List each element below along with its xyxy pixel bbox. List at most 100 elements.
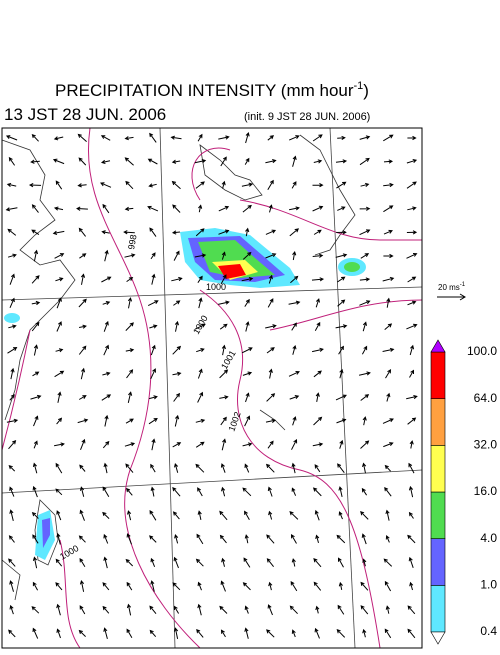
colorbar-box (430, 445, 446, 493)
wind-arrow (172, 511, 180, 520)
vector-key-label: 20 ms-1 (438, 282, 466, 292)
wind-arrow (218, 135, 230, 140)
wind-arrow (31, 275, 40, 284)
wind-arrow (288, 371, 300, 377)
graticule (1, 127, 423, 649)
wind-arrow (406, 159, 418, 164)
title-main: PRECIPITATION INTENSITY (mm hour (55, 81, 354, 100)
wind-arrow (125, 558, 134, 567)
colorbar-under (430, 631, 446, 645)
wind-arrow (266, 347, 275, 354)
wind-arrow (337, 604, 345, 615)
wind-arrow (102, 582, 110, 591)
wind-arrow (173, 556, 179, 569)
wind-arrow (147, 300, 159, 307)
wind-arrow (221, 438, 227, 451)
wind-arrow (311, 277, 325, 282)
wind-arrow (197, 133, 203, 142)
wind-arrow (362, 558, 367, 567)
wind-arrow (335, 324, 348, 329)
wind-arrow (173, 627, 179, 640)
wind-arrow (361, 533, 367, 545)
wind-arrow (195, 558, 204, 567)
wind-arrow (407, 628, 416, 639)
wind-arrow (335, 159, 348, 164)
wind-arrow (31, 606, 40, 614)
wind-arrow (8, 440, 17, 450)
wind-arrow (56, 321, 62, 332)
wind-arrow (243, 557, 251, 568)
wind-arrow (311, 347, 324, 353)
wind-arrow (174, 320, 179, 332)
wind-arrow (31, 321, 40, 332)
wind-arrow (383, 558, 393, 567)
wind-arrow (360, 511, 369, 520)
wind-arrow (220, 580, 226, 592)
wind-arrow (335, 253, 348, 258)
wind-arrow (173, 605, 180, 614)
wind-arrow (408, 556, 414, 568)
wind-arrow (196, 348, 205, 353)
title: PRECIPITATION INTENSITY (mm hour-1) (55, 80, 369, 100)
wind-arrow (384, 323, 393, 330)
wind-arrow (8, 629, 16, 638)
wind-arrow (313, 229, 322, 235)
wind-arrow (125, 348, 135, 353)
wind-arrow (6, 182, 17, 187)
wind-arrow (407, 206, 417, 211)
wind-arrow (382, 276, 395, 282)
colorbar-box (430, 398, 446, 446)
wind-arrow (172, 486, 181, 497)
title-close: ) (363, 81, 369, 100)
wind-arrow (242, 204, 252, 213)
wind-arrow (242, 371, 253, 376)
wind-arrow (382, 347, 395, 352)
wind-arrow (77, 133, 87, 142)
wind-arrow (52, 230, 65, 235)
wind-arrow (312, 253, 324, 258)
vector-exponent: -1 (460, 282, 466, 288)
wind-arrow (291, 438, 298, 450)
wind-arrow (244, 510, 250, 521)
wind-arrow (290, 581, 298, 592)
wind-arrow (100, 135, 111, 141)
lat-line (1, 469, 423, 494)
wind-arrow (32, 556, 38, 569)
wind-arrow (76, 206, 88, 211)
wind-arrow (170, 135, 182, 140)
wind-arrow (78, 227, 86, 237)
wind-arrow (171, 180, 181, 190)
wind-arrow (360, 253, 370, 259)
wind-arrow (359, 300, 371, 306)
wind-arrow (339, 439, 344, 449)
wind-arrow (337, 206, 346, 211)
coastline (299, 134, 356, 256)
wind-arrow (79, 579, 85, 592)
wind-arrow (312, 205, 324, 212)
wind-arrow (32, 485, 38, 498)
wind-arrow (292, 416, 297, 426)
wind-arrow (194, 159, 207, 164)
lat-line (1, 286, 423, 301)
isobar (239, 199, 422, 241)
wind-arrow (290, 534, 297, 544)
wind-arrow (221, 486, 226, 497)
wind-arrow (336, 230, 347, 235)
wind-arrow (32, 627, 39, 639)
coastline (34, 499, 59, 566)
wind-arrow (384, 486, 392, 497)
map-area: 998 1000 1000 1001 1002 1000 (1, 127, 423, 649)
wind-arrow (56, 628, 61, 639)
map-frame (1, 127, 423, 649)
wind-arrow (383, 159, 394, 164)
wind-arrow (54, 370, 65, 378)
wind-arrow (336, 418, 347, 424)
wind-arrow (55, 488, 63, 496)
wind-arrow (268, 204, 273, 213)
rain-area (344, 262, 360, 272)
wind-arrow (358, 371, 371, 376)
wind-arrow (172, 442, 182, 448)
wind-arrow (385, 605, 390, 614)
wind-arrow (9, 273, 15, 285)
